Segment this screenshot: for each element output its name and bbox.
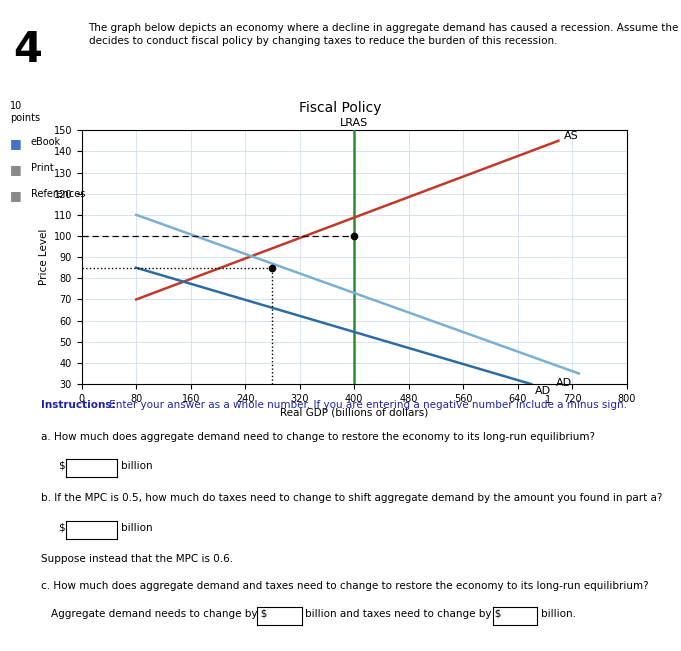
Text: AD: AD bbox=[535, 386, 551, 396]
Text: $: $ bbox=[58, 523, 65, 533]
Text: c. How much does aggregate demand and taxes need to change to restore the econom: c. How much does aggregate demand and ta… bbox=[41, 581, 648, 591]
Text: AD: AD bbox=[556, 378, 572, 388]
Text: ■: ■ bbox=[10, 189, 22, 202]
Text: billion: billion bbox=[121, 461, 153, 471]
Text: billion: billion bbox=[121, 523, 153, 533]
Text: Instructions:: Instructions: bbox=[41, 400, 116, 410]
Text: ■: ■ bbox=[10, 137, 22, 150]
Text: ■: ■ bbox=[10, 163, 22, 176]
Text: billion.: billion. bbox=[541, 609, 575, 618]
Text: LRAS: LRAS bbox=[340, 118, 368, 128]
Text: a. How much does aggregate demand need to change to restore the economy to its l: a. How much does aggregate demand need t… bbox=[41, 432, 595, 441]
Text: b. If the MPC is 0.5, how much do taxes need to change to shift aggregate demand: b. If the MPC is 0.5, how much do taxes … bbox=[41, 493, 662, 503]
X-axis label: Real GDP (billions of dollars): Real GDP (billions of dollars) bbox=[280, 408, 428, 418]
Text: 1: 1 bbox=[545, 395, 551, 405]
Text: Aggregate demand needs to change by $: Aggregate demand needs to change by $ bbox=[51, 609, 268, 618]
Text: 4: 4 bbox=[14, 29, 42, 72]
Text: billion and taxes need to change by $: billion and taxes need to change by $ bbox=[305, 609, 501, 618]
Text: Enter your answer as a whole number. If you are entering a negative number inclu: Enter your answer as a whole number. If … bbox=[106, 400, 627, 410]
Text: References: References bbox=[31, 189, 85, 199]
Text: Fiscal Policy: Fiscal Policy bbox=[299, 101, 382, 115]
Text: Suppose instead that the MPC is 0.6.: Suppose instead that the MPC is 0.6. bbox=[41, 554, 233, 564]
Text: Print: Print bbox=[31, 163, 53, 173]
Text: The graph below depicts an economy where a decline in aggregate demand has cause: The graph below depicts an economy where… bbox=[89, 23, 681, 46]
Y-axis label: Price Level: Price Level bbox=[39, 229, 49, 285]
Text: eBook: eBook bbox=[31, 137, 61, 146]
Text: $: $ bbox=[58, 461, 65, 471]
Text: AS: AS bbox=[564, 131, 579, 141]
Text: 10
points: 10 points bbox=[10, 101, 40, 123]
